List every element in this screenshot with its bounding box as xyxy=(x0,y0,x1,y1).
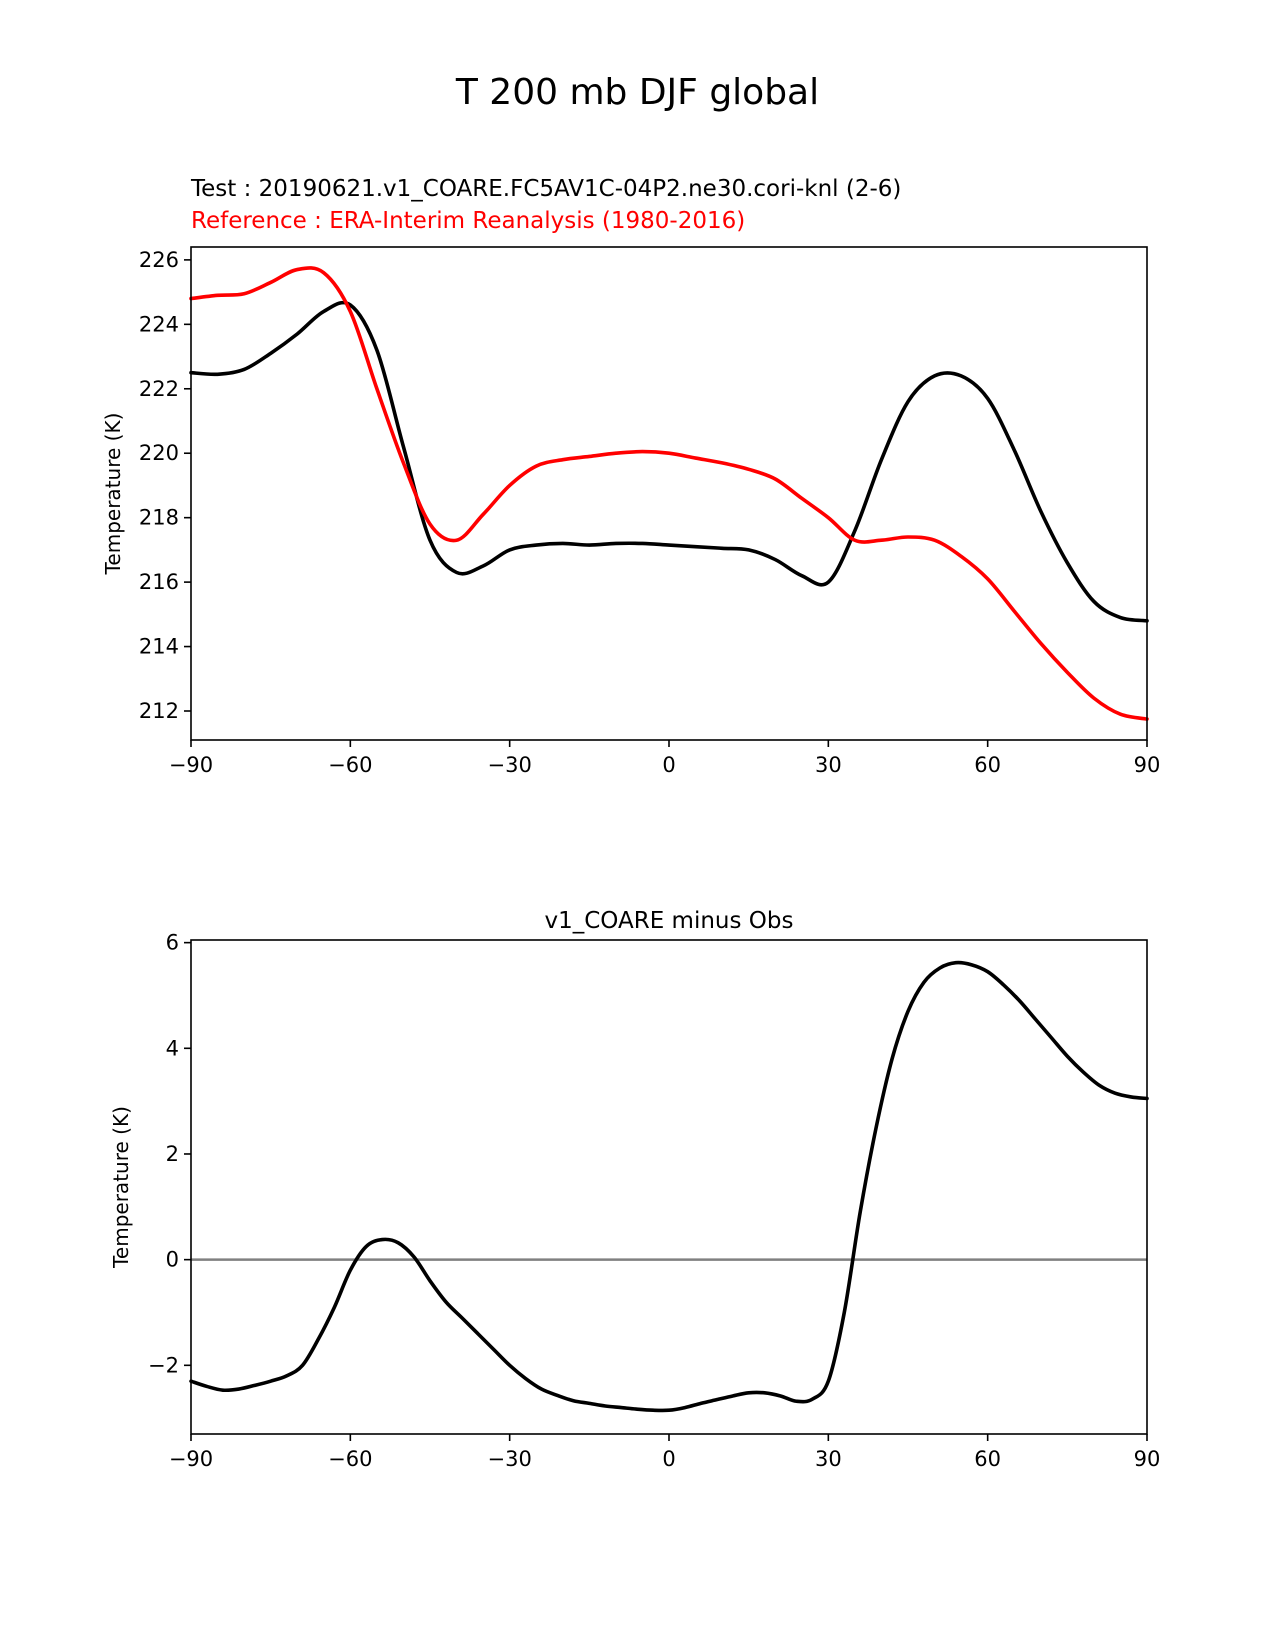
series-line-v1-coare-minus-obs xyxy=(189,960,1149,1413)
y-tick-label: 226 xyxy=(139,248,179,272)
y-tick-label: 214 xyxy=(139,635,179,659)
x-tick-label: 30 xyxy=(815,1447,842,1471)
x-tick-label: 90 xyxy=(1134,753,1161,777)
x-tick-label: 60 xyxy=(974,1447,1001,1471)
chart-title: v1_COARE minus Obs xyxy=(545,908,794,934)
x-tick-label: 0 xyxy=(662,1447,675,1471)
x-tick-label: 30 xyxy=(815,753,842,777)
y-tick-label: 216 xyxy=(139,570,179,594)
x-tick-label: −30 xyxy=(488,753,532,777)
x-tick-label: 0 xyxy=(662,753,675,777)
x-tick-label: −90 xyxy=(169,1447,213,1471)
y-tick-label: 224 xyxy=(139,312,179,336)
figure-title: T 200 mb DJF global xyxy=(455,72,820,113)
y-tick-label: 2 xyxy=(166,1142,179,1166)
y-axis-label: Temperature (K) xyxy=(109,1106,133,1269)
x-tick-label: −60 xyxy=(328,753,372,777)
x-tick-label: 90 xyxy=(1134,1447,1161,1471)
y-tick-label: 212 xyxy=(139,699,179,723)
series-line-test xyxy=(189,300,1149,623)
series-line-reference xyxy=(189,266,1149,721)
y-tick-label: −2 xyxy=(148,1353,179,1377)
x-tick-label: −90 xyxy=(169,753,213,777)
plot-frame xyxy=(190,939,1148,1435)
y-tick-label: 0 xyxy=(166,1248,179,1272)
y-tick-label: 222 xyxy=(139,377,179,401)
x-tick-label: −30 xyxy=(488,1447,532,1471)
reference-label: Reference : ERA-Interim Reanalysis (1980… xyxy=(191,208,746,234)
y-tick-label: 218 xyxy=(139,506,179,530)
x-tick-label: −60 xyxy=(328,1447,372,1471)
y-tick-label: 6 xyxy=(166,931,179,955)
test-run-label: Test : 20190621.v1_COARE.FC5AV1C-04P2.ne… xyxy=(191,176,902,202)
y-tick-label: 220 xyxy=(139,441,179,465)
y-tick-label: 4 xyxy=(166,1036,179,1060)
x-tick-label: 60 xyxy=(974,753,1001,777)
top-line-chart: −90 −60 −30 0 30 60 90 212 214 216 218 220 222 224 226… xyxy=(101,246,1161,777)
y-axis-label: Temperature (K) xyxy=(101,413,125,576)
